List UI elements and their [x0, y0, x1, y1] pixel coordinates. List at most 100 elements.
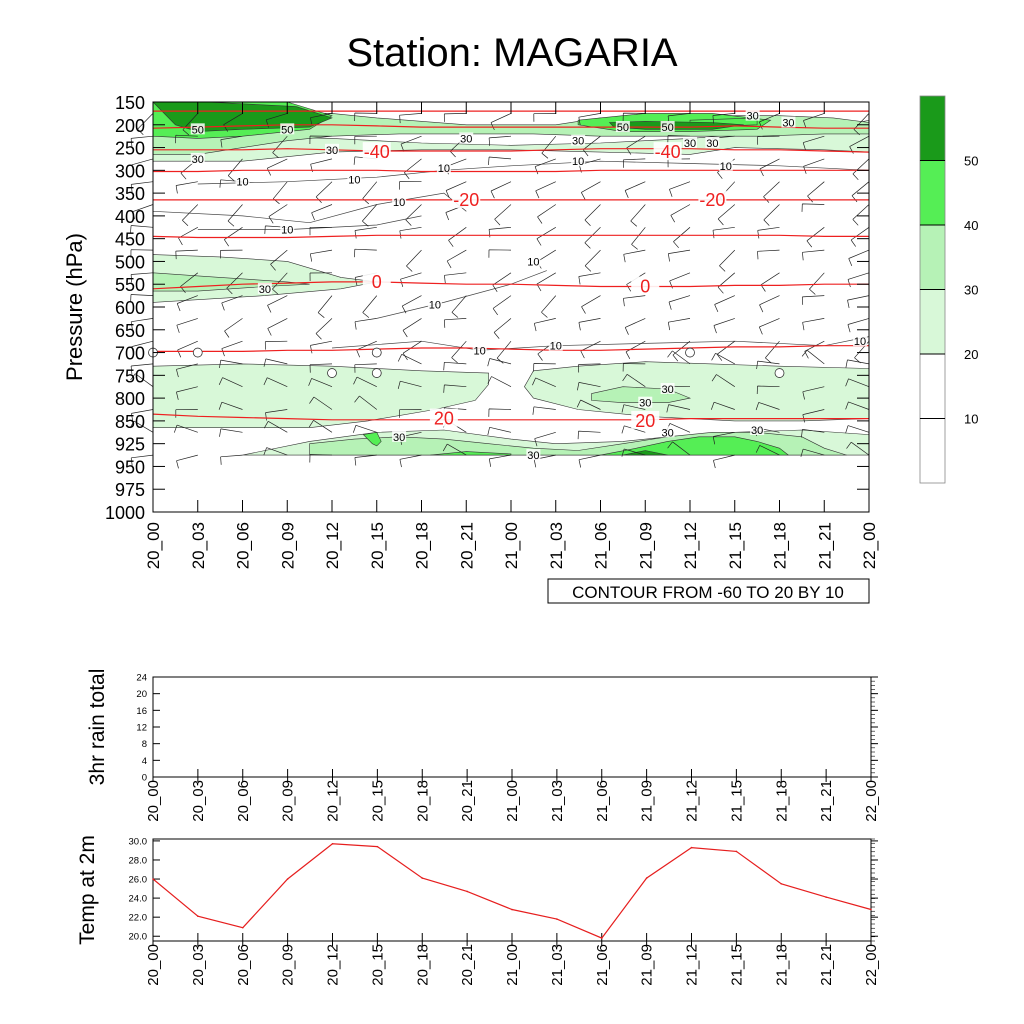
temperature-point — [286, 878, 289, 880]
y-tick-label: 500 — [115, 252, 145, 272]
x-tick-label: 21_21 — [815, 522, 834, 569]
wind-barb — [710, 401, 735, 410]
wind-barb — [443, 113, 467, 122]
label-knockout — [571, 155, 586, 167]
wind-barb — [445, 181, 467, 199]
wind-barb — [488, 156, 512, 166]
wind-barb — [492, 272, 512, 292]
wind-barb — [488, 454, 512, 467]
isotherm — [153, 169, 869, 173]
label-knockout — [526, 255, 541, 267]
shade-40-50 — [600, 436, 790, 456]
wind-barb — [130, 225, 154, 234]
wind-barb — [763, 204, 780, 226]
label-knockout — [257, 282, 272, 294]
y-tick-label: 24 — [136, 673, 147, 684]
wind-barb — [173, 424, 198, 433]
wind-barb — [802, 249, 825, 261]
wind-barb — [669, 272, 691, 289]
y-tick-label: 800 — [115, 389, 145, 409]
panel-frame — [152, 676, 872, 778]
label-knockout — [436, 162, 451, 174]
wind-barb — [755, 402, 780, 411]
contour-info-text: CONTOUR FROM -60 TO 20 BY 10 — [572, 583, 844, 602]
y-tick-label: 8 — [142, 739, 147, 750]
wind-barb — [578, 272, 601, 285]
y-tick-label: 600 — [115, 298, 145, 318]
x-tick-label: 20_12 — [325, 944, 342, 986]
isotherm-label: -20 — [453, 190, 479, 210]
wind-barb — [534, 158, 556, 175]
x-tick-label: 21_00 — [504, 780, 521, 822]
label-knockout — [429, 408, 458, 427]
y-tick-label: 650 — [115, 321, 145, 341]
x-tick-label: 20_15 — [368, 522, 387, 569]
wind-barb — [263, 377, 288, 388]
x-tick-label: 22_00 — [860, 522, 879, 569]
wind-speed-label: 50 — [662, 122, 674, 134]
y-tick-label: 975 — [115, 480, 145, 500]
wind-barb — [130, 181, 154, 193]
wind-barb — [578, 113, 601, 126]
wind-barb — [130, 373, 154, 387]
wind-barb — [716, 340, 736, 361]
wind-barb — [399, 181, 422, 190]
wind-barb — [669, 181, 691, 197]
wind-barb — [576, 399, 601, 410]
wind-barb — [532, 377, 556, 388]
wind-barbs — [129, 112, 870, 469]
wind-barb — [537, 204, 556, 224]
wind-speed-label: 30 — [639, 398, 651, 410]
temperature-point — [376, 845, 379, 848]
contour-info-box — [547, 578, 870, 604]
label-knockout — [660, 383, 675, 394]
wind-speed-label: 10 — [572, 156, 584, 168]
wind-barb — [717, 204, 736, 226]
x-tick-label: 21_12 — [684, 944, 701, 986]
isotherm — [152, 124, 869, 129]
label-knockout — [347, 173, 362, 185]
wind-barb — [267, 295, 288, 313]
x-tick-label: 20_03 — [190, 780, 207, 822]
wind-barb — [755, 445, 780, 456]
temperature-point — [735, 850, 738, 853]
wind-speed-label: 10 — [438, 163, 450, 175]
y-tick-label: 925 — [115, 435, 145, 455]
wind-barb — [577, 382, 601, 391]
label-knockout — [631, 410, 660, 429]
x-tick-label: 20_18 — [414, 780, 431, 822]
x-tick-label: 20_18 — [414, 944, 431, 986]
y-tick-label: 28.0 — [129, 855, 148, 866]
isotherm-label: -40 — [655, 142, 681, 162]
wind-barb — [852, 204, 870, 226]
wind-barb — [317, 295, 333, 318]
temperature-point — [780, 883, 783, 885]
wind-barb — [584, 204, 601, 226]
wind-barb — [852, 158, 870, 181]
y-axis-label: Temp at 2m — [76, 835, 99, 945]
temperature-point — [645, 877, 648, 879]
wind-barb — [534, 431, 556, 447]
wind-speed-label: 10 — [720, 161, 732, 173]
wind-barb — [218, 377, 243, 388]
x-tick-label: 21_06 — [592, 522, 611, 569]
wind-barb — [717, 272, 736, 294]
wind-barb — [622, 158, 646, 168]
wind-barb — [309, 249, 333, 262]
wind-barb — [577, 430, 601, 440]
label-knockout — [392, 430, 407, 442]
x-tick-label: 20_06 — [234, 522, 253, 569]
calm-wind-marker — [327, 368, 337, 378]
temperature-point — [511, 908, 513, 911]
colorbar-label: 20 — [964, 347, 978, 362]
wind-speed-label: 30 — [662, 427, 674, 439]
wind-barb — [315, 318, 333, 340]
wind-barb — [756, 385, 780, 395]
x-tick-label: 22_00 — [863, 944, 880, 986]
wind-barb — [756, 360, 780, 370]
x-tick-label: 20_03 — [189, 522, 208, 569]
wind-barb — [397, 380, 422, 389]
wind-barb — [178, 226, 198, 246]
colorbar-swatch — [919, 95, 946, 161]
wind-speed-label: 30 — [572, 136, 584, 148]
